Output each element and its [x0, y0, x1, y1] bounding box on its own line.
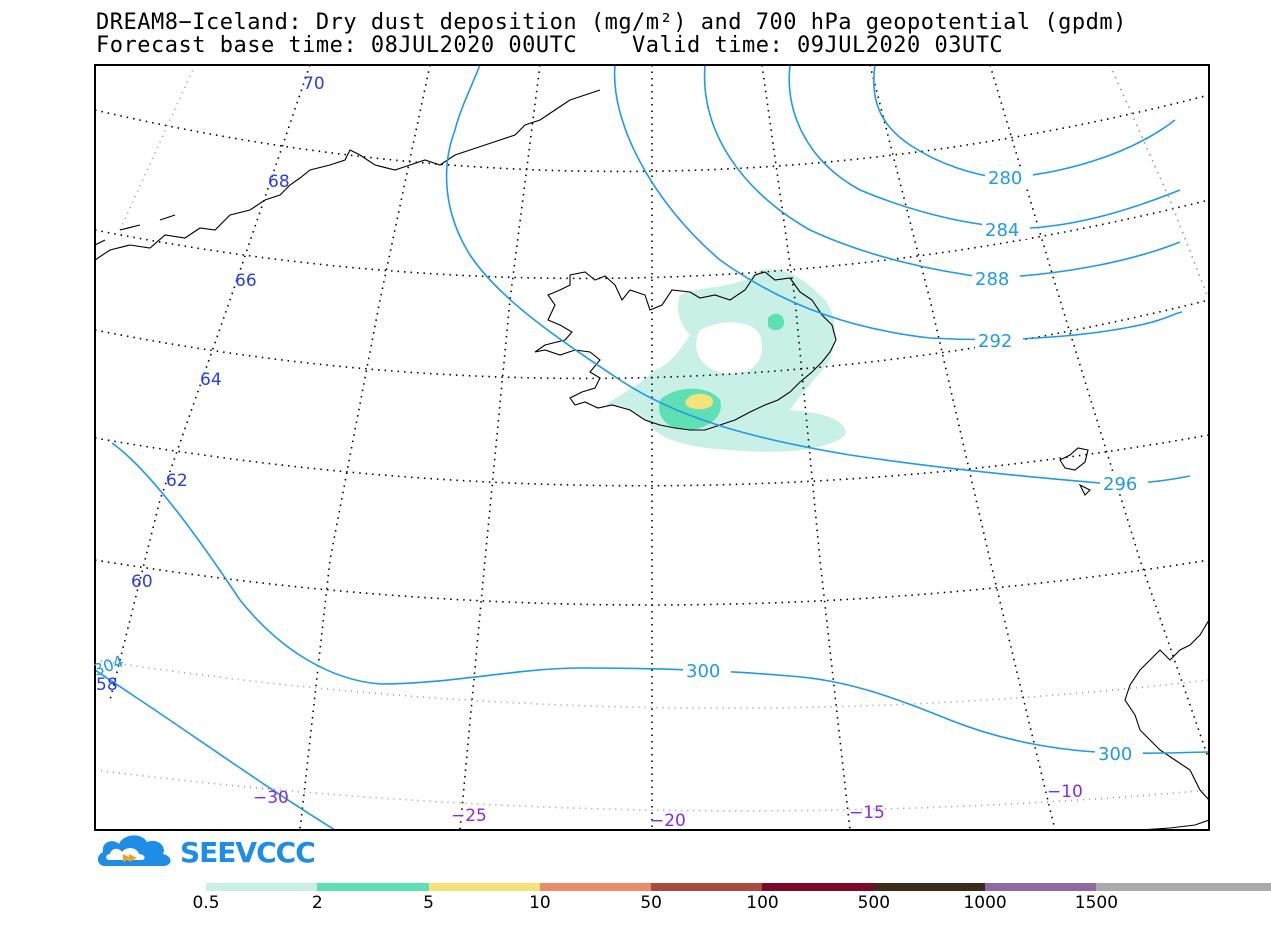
colorbar-segment-2 — [428, 883, 540, 891]
contour-label-280: 280 — [988, 168, 1022, 189]
contour-304 — [95, 669, 336, 830]
lat-label-70: 70 — [303, 74, 325, 94]
colorbar-tick-label: 1000 — [963, 893, 1007, 913]
colorbar-tick-label: 100 — [746, 893, 779, 913]
contour-label-292: 292 — [978, 331, 1012, 352]
colorbar-tick-label: 1500 — [1074, 893, 1119, 913]
iceland-coast — [534, 271, 837, 431]
lat-label-68: 68 — [268, 172, 290, 192]
dust-area-high — [685, 393, 714, 410]
contour-label-296: 296 — [1103, 474, 1137, 495]
colorbar-segment-7 — [985, 883, 1097, 891]
colorbar-segment-3 — [539, 883, 652, 891]
map-time-info: Forecast base time: 08JUL2020 00UTC Vali… — [96, 33, 1004, 58]
colorbar-tick-label: 10 — [529, 893, 551, 913]
contour-labels: 280 284 288 292 296 300 300 304 — [91, 167, 1148, 765]
colorbar-segment-1 — [317, 883, 429, 891]
latitude-lines — [95, 94, 1209, 812]
contour-label-300-east: 300 — [1098, 744, 1132, 765]
dust-deposition-field — [605, 269, 846, 452]
contour-284 — [788, 65, 1181, 229]
colorbar-segment-6 — [873, 883, 986, 891]
dust-area-white-gap — [696, 322, 763, 375]
contour-292 — [613, 65, 1183, 341]
norway-coast — [1124, 619, 1209, 830]
contour-288 — [703, 65, 1181, 279]
contour-300-west — [111, 442, 1209, 755]
contour-label-284: 284 — [985, 220, 1019, 241]
coastlines — [95, 89, 1209, 830]
lon-label-minus25: −25 — [451, 806, 487, 826]
colorbar-tick-label: 2 — [311, 893, 323, 913]
greenland-coast — [95, 89, 601, 261]
colorbar-tick-label: 0.5 — [192, 893, 220, 913]
contour-296 — [445, 65, 1191, 485]
map-title: DREAM8−Iceland: Dry dust deposition (mg/… — [96, 10, 1127, 35]
map-frame — [94, 64, 1210, 831]
lon-label-minus10: −10 — [1047, 782, 1083, 802]
longitude-labels: −30 −25 −20 −15 −10 — [253, 782, 1083, 831]
contour-label-288: 288 — [975, 269, 1009, 290]
lon-label-minus15: −15 — [849, 803, 885, 823]
lat-label-62: 62 — [166, 471, 188, 491]
colorbar-tick-label: 500 — [857, 893, 891, 913]
colorbar-segment-5 — [762, 883, 874, 891]
dust-colorbar — [206, 883, 1271, 891]
colorbar-tick-label: 5 — [423, 893, 435, 913]
cloud-logo-icon — [97, 835, 171, 866]
faroe-coast — [1059, 447, 1091, 496]
lat-label-58: 58 — [96, 675, 118, 695]
lat-label-66: 66 — [235, 271, 257, 291]
lat-label-64: 64 — [200, 370, 222, 390]
colorbar-tick-label: 50 — [640, 893, 663, 913]
colorbar-segment-9 — [1207, 883, 1271, 891]
seevccc-logo: SEEVCCC — [95, 832, 316, 876]
geopotential-contours — [95, 65, 1209, 830]
dust-area-mid-east — [768, 313, 785, 331]
contour-280 — [873, 65, 1176, 179]
colorbar-segment-8 — [1096, 883, 1208, 891]
lon-label-minus30: −30 — [253, 788, 289, 808]
logo-wordmark: SEEVCCC — [180, 836, 316, 869]
latitude-labels: 70 68 66 64 62 60 58 — [96, 74, 325, 695]
colorbar-segment-4 — [651, 883, 763, 891]
lon-label-minus20: −20 — [650, 811, 686, 831]
contour-label-300: 300 — [686, 661, 720, 682]
map-content — [95, 65, 1209, 830]
colorbar-segment-0 — [206, 883, 318, 891]
lat-label-60: 60 — [131, 572, 153, 592]
